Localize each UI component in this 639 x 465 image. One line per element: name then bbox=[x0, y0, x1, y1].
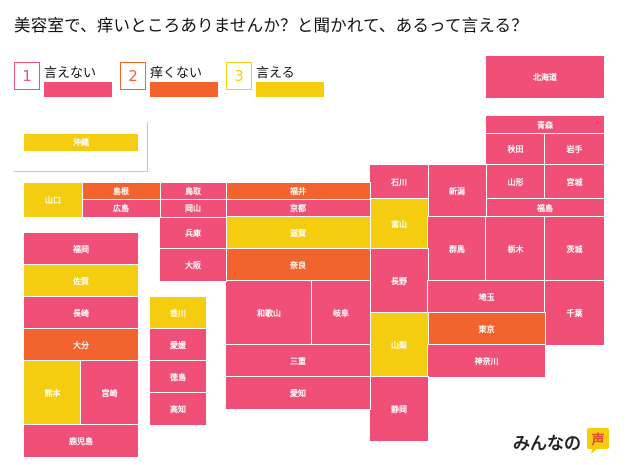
logo-mark-text: 声 bbox=[590, 432, 604, 448]
pref-gifu: 岐阜 bbox=[311, 280, 371, 346]
legend-swatch-1 bbox=[44, 82, 112, 97]
pref-tokushima: 徳島 bbox=[149, 360, 207, 394]
pref-oita: 大分 bbox=[23, 328, 139, 362]
legend-label-3: 言える bbox=[256, 66, 295, 81]
logo-text: みんなの bbox=[513, 433, 581, 454]
pref-ishikawa: 石川 bbox=[369, 164, 429, 200]
pref-miyazaki: 宮崎 bbox=[80, 360, 139, 426]
pref-shizuoka: 静岡 bbox=[369, 376, 429, 442]
pref-fukui: 福井 bbox=[225, 182, 371, 201]
pref-okayama: 岡山 bbox=[159, 199, 227, 218]
legend-number-1: 1 bbox=[14, 62, 40, 90]
pref-chiba: 千葉 bbox=[544, 280, 605, 346]
speech-bubble-logo-icon: 声 bbox=[587, 428, 609, 454]
pref-nagano: 長野 bbox=[369, 248, 429, 314]
pref-shimane: 島根 bbox=[81, 182, 161, 201]
pref-hiroshima: 広島 bbox=[81, 199, 161, 218]
pref-saitama: 埼玉 bbox=[427, 280, 546, 314]
pref-niigata: 新潟 bbox=[427, 164, 487, 218]
pref-saga: 佐賀 bbox=[23, 264, 139, 298]
pref-aichi: 愛知 bbox=[225, 376, 371, 410]
pref-miyagi: 宮城 bbox=[544, 164, 605, 200]
pref-yamagata: 山形 bbox=[485, 164, 546, 200]
legend-number-3: 3 bbox=[226, 62, 252, 90]
page-title: 美容室で、痒いところありませんか？と聞かれて、あるって言える？ bbox=[14, 16, 528, 35]
pref-okinawa: 沖縄 bbox=[23, 133, 139, 152]
pref-hyogo: 兵庫 bbox=[159, 216, 227, 250]
pref-nagasaki: 長崎 bbox=[23, 296, 139, 330]
pref-shiga: 滋賀 bbox=[225, 216, 371, 250]
pref-toyama: 富山 bbox=[369, 198, 429, 250]
pref-kyoto: 京都 bbox=[225, 199, 371, 218]
pref-yamanashi: 山梨 bbox=[369, 312, 429, 378]
pref-kumamoto: 熊本 bbox=[23, 360, 82, 426]
logo: みんなの 声 bbox=[513, 426, 631, 456]
pref-hokkaido: 北海道 bbox=[485, 55, 605, 99]
pref-gunma: 群馬 bbox=[427, 216, 487, 282]
pref-mie: 三重 bbox=[225, 344, 371, 378]
pref-ibaraki: 茨城 bbox=[544, 216, 605, 282]
legend-label-1: 言えない bbox=[44, 66, 97, 81]
legend-swatch-2 bbox=[150, 82, 218, 97]
pref-kanagawa: 神奈川 bbox=[427, 344, 546, 378]
pref-kagoshima: 鹿児島 bbox=[23, 424, 139, 458]
pref-kagawa: 香川 bbox=[149, 296, 207, 330]
pref-tokyo: 東京 bbox=[427, 312, 546, 346]
pref-tottori: 鳥取 bbox=[159, 182, 227, 201]
pref-fukushima: 福島 bbox=[485, 198, 605, 218]
legend-number-2: 2 bbox=[120, 62, 146, 90]
pref-osaka: 大阪 bbox=[159, 248, 227, 282]
pref-tochigi: 栃木 bbox=[485, 216, 546, 282]
pref-fukuoka: 福岡 bbox=[23, 232, 139, 266]
pref-iwate: 岩手 bbox=[544, 133, 605, 166]
pref-kochi: 高知 bbox=[149, 392, 207, 426]
pref-ehime: 愛媛 bbox=[149, 328, 207, 362]
okinawa-inset-frame bbox=[14, 122, 148, 172]
pref-nara: 奈良 bbox=[225, 248, 371, 282]
legend-swatch-3 bbox=[256, 82, 324, 97]
pref-akita: 秋田 bbox=[485, 133, 546, 166]
pref-yamaguchi: 山口 bbox=[23, 182, 83, 218]
legend-label-2: 痒くない bbox=[150, 66, 203, 81]
pref-wakayama: 和歌山 bbox=[225, 280, 313, 346]
pref-aomori: 青森 bbox=[485, 115, 605, 135]
